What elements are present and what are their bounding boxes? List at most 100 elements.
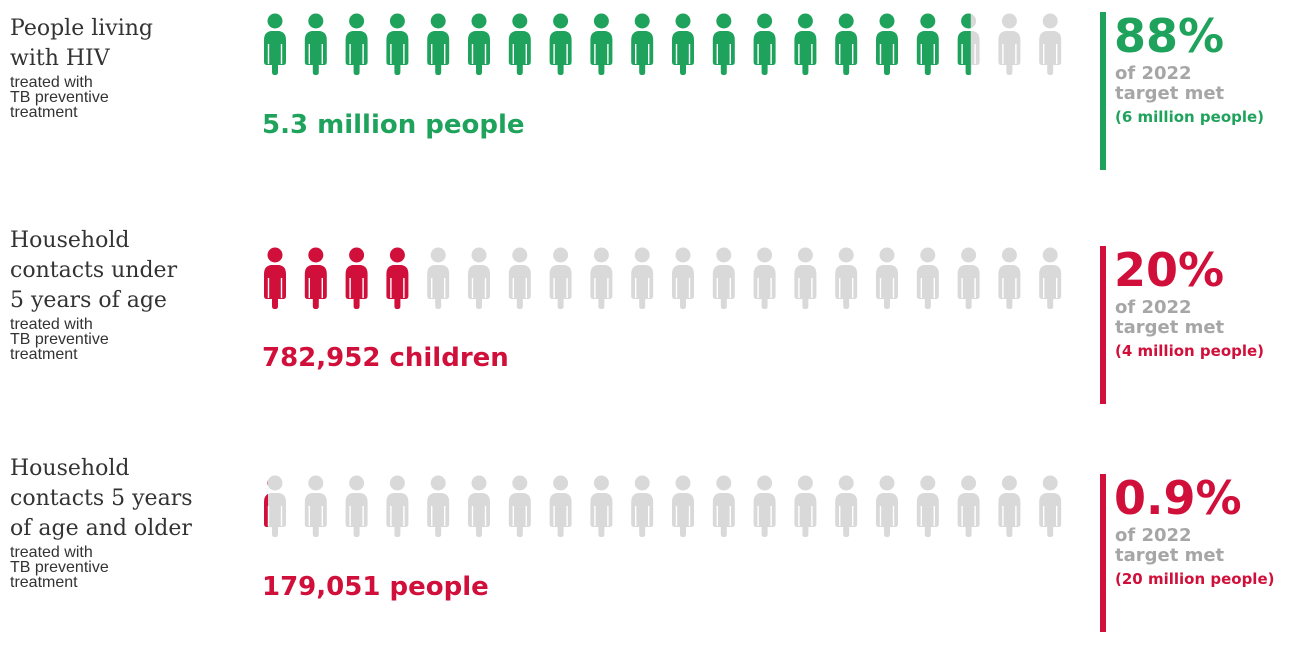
person-icon — [345, 475, 368, 537]
person-icon — [549, 247, 572, 309]
stat-target-line: of 2022 — [1115, 297, 1192, 318]
row-label-sub-line: TB preventive — [10, 559, 109, 576]
person-icon — [672, 247, 694, 309]
person-icon — [753, 247, 776, 309]
person-icon — [508, 247, 531, 309]
row-label-sub: treated with TB preventive treatment — [10, 316, 260, 363]
person-icon — [631, 475, 654, 537]
person-icon — [264, 247, 286, 309]
person-icon — [468, 475, 490, 537]
person-icon — [794, 13, 817, 75]
person-icon — [794, 475, 817, 537]
row-label-sub-line: treated with — [10, 316, 93, 333]
stat-percent: 0.9% — [1114, 471, 1242, 525]
pictogram — [264, 247, 1062, 309]
row-label-main: Household contacts under 5 years of age — [10, 226, 260, 316]
person-icon — [631, 247, 654, 309]
person-icon — [264, 475, 286, 537]
person-icon — [427, 13, 450, 75]
person-icon — [386, 13, 409, 75]
person-icon — [753, 13, 776, 75]
person-icon — [753, 475, 776, 537]
person-icon — [304, 13, 327, 75]
row-label: Household contacts under 5 years of age … — [10, 226, 260, 363]
stat-target-text: of 2022 target met — [1115, 64, 1255, 104]
person-icon — [631, 13, 654, 75]
person-icon — [264, 13, 286, 75]
stat-target-note: (20 million people) — [1115, 570, 1275, 588]
person-icon — [876, 247, 898, 309]
row-label-main-line: contacts 5 years — [10, 486, 193, 511]
stat-accent-bar — [1100, 246, 1106, 404]
person-icon — [876, 13, 898, 75]
stat-target-line: of 2022 — [1115, 525, 1192, 546]
stat-accent-bar — [1100, 12, 1106, 170]
pictogram — [264, 13, 1062, 75]
row-label: People living with HIV treated with TB p… — [10, 14, 260, 121]
person-icon — [876, 475, 898, 537]
stat-target-text: of 2022 target met — [1115, 526, 1255, 566]
person-icon — [508, 13, 531, 75]
stat-accent-bar — [1100, 474, 1106, 632]
person-icon — [549, 475, 572, 537]
chart-row-2: Household contacts under 5 years of age … — [0, 226, 1290, 426]
person-icon — [590, 13, 613, 75]
person-icon — [835, 247, 858, 309]
stat-target-text: of 2022 target met — [1115, 298, 1255, 338]
row-label-sub-line: treatment — [10, 346, 78, 363]
row-label-main-line: Household — [10, 456, 130, 481]
person-icon — [549, 13, 572, 75]
person-icon — [1039, 475, 1062, 537]
person-icon — [916, 13, 939, 75]
chart-row-3: Household contacts 5 years of age and ol… — [0, 454, 1290, 654]
count-label: 5.3 million people — [262, 110, 525, 140]
row-label-sub: treated with TB preventive treatment — [10, 74, 260, 121]
person-icon — [957, 475, 980, 537]
person-icon — [590, 247, 613, 309]
row-label-sub-line: TB preventive — [10, 89, 109, 106]
person-icon — [304, 475, 327, 537]
stat-target-line: of 2022 — [1115, 63, 1192, 84]
person-icon — [508, 475, 531, 537]
stat-block: 0.9% of 2022 target met (20 million peop… — [1100, 471, 1285, 634]
stat-target-line: target met — [1115, 317, 1225, 338]
person-icon — [672, 13, 694, 75]
person-icon — [427, 247, 450, 309]
row-label-main-line: of age and older — [10, 516, 192, 541]
row-label-main-line: with HIV — [10, 46, 110, 71]
person-icon — [998, 475, 1021, 537]
row-label-sub-line: treatment — [10, 574, 78, 591]
stat-target-line: target met — [1115, 83, 1225, 104]
person-icon — [427, 475, 450, 537]
person-icon — [712, 475, 735, 537]
row-label-sub-line: treated with — [10, 544, 93, 561]
count-label: 179,051 people — [262, 572, 489, 602]
row-label-main-line: contacts under — [10, 258, 178, 283]
person-icon — [835, 13, 858, 75]
row-label-sub-line: treated with — [10, 74, 93, 91]
person-icon — [386, 475, 409, 537]
row-label: Household contacts 5 years of age and ol… — [10, 454, 260, 591]
person-icon — [916, 247, 939, 309]
person-icon — [712, 13, 735, 75]
person-icon — [835, 475, 858, 537]
row-label-main: People living with HIV — [10, 14, 260, 74]
person-icon — [916, 475, 939, 537]
person-icon — [794, 247, 817, 309]
person-icon — [1039, 247, 1062, 309]
row-label-main: Household contacts 5 years of age and ol… — [10, 454, 260, 544]
stat-block: 88% of 2022 target met (6 million people… — [1100, 9, 1285, 172]
person-icon — [672, 475, 694, 537]
stat-percent: 88% — [1114, 9, 1225, 63]
row-label-sub-line: TB preventive — [10, 331, 109, 348]
stat-block: 20% of 2022 target met (4 million people… — [1100, 243, 1285, 406]
person-icon — [345, 247, 368, 309]
person-icon — [304, 247, 327, 309]
person-icon — [590, 475, 613, 537]
person-icon — [712, 247, 735, 309]
row-label-sub-line: treatment — [10, 104, 78, 121]
stat-percent: 20% — [1114, 243, 1225, 297]
person-icon — [345, 13, 368, 75]
chart-row-1: People living with HIV treated with TB p… — [0, 9, 1290, 214]
person-icon — [386, 247, 409, 309]
